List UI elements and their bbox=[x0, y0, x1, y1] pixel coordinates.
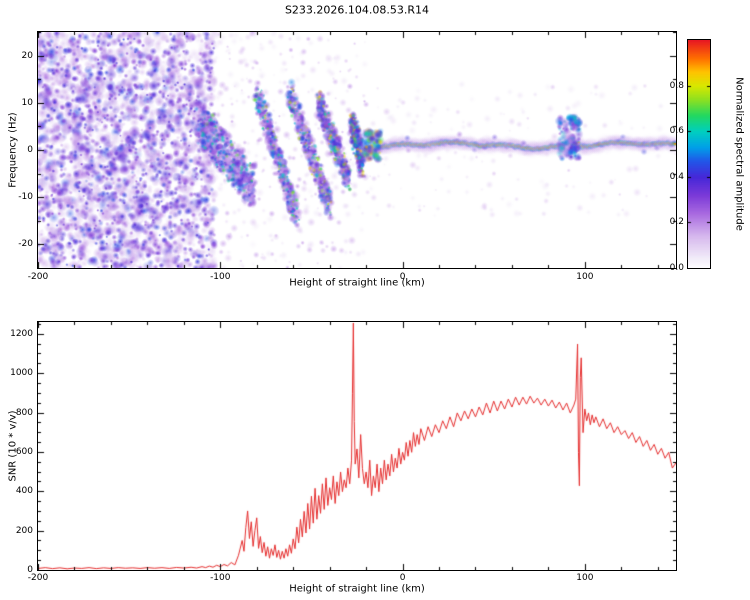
tick-label: 1200 bbox=[10, 328, 33, 339]
colorbar-label: Normalized spectral amplitude bbox=[733, 77, 745, 231]
spectrogram-y-axis-label: Frequency (Hz) bbox=[7, 112, 19, 188]
tick-label: -200 bbox=[27, 272, 49, 282]
tick-label: 0 bbox=[399, 573, 406, 583]
spectrogram-canvas bbox=[37, 31, 677, 269]
tick-label: 10 bbox=[21, 97, 33, 108]
tick-label: 0.2 bbox=[669, 217, 684, 228]
colorbar-canvas bbox=[687, 39, 711, 269]
snr-x-axis-label: Height of straight line (km) bbox=[289, 583, 425, 595]
tick-label: 0.6 bbox=[669, 126, 684, 137]
tick-label: 100 bbox=[576, 573, 594, 583]
figure-title: S233.2026.104.08.53.R14 bbox=[284, 3, 430, 17]
tick-label: 0.8 bbox=[669, 80, 684, 91]
tick-label: 100 bbox=[576, 272, 594, 282]
tick-label: 800 bbox=[15, 407, 33, 418]
tick-label: 0 bbox=[399, 272, 406, 282]
tick-label: -20 bbox=[18, 239, 33, 250]
snr-line-canvas bbox=[37, 321, 677, 571]
tick-label: -100 bbox=[210, 573, 231, 583]
tick-label: 1000 bbox=[10, 368, 33, 379]
tick-label: 400 bbox=[15, 486, 33, 497]
tick-label: -10 bbox=[18, 192, 33, 203]
tick-label: 0 bbox=[27, 565, 33, 575]
tick-label: 0.0 bbox=[669, 263, 684, 273]
spectrogram-x-axis-label: Height of straight line (km) bbox=[289, 277, 425, 289]
tick-label: 20 bbox=[21, 50, 33, 61]
tick-label: 0 bbox=[27, 145, 33, 155]
tick-label: -100 bbox=[210, 272, 231, 282]
tick-label: 0.4 bbox=[669, 171, 684, 182]
tick-label: 200 bbox=[15, 525, 33, 536]
tick-label: -200 bbox=[27, 573, 49, 583]
tick-label: 600 bbox=[15, 446, 33, 457]
